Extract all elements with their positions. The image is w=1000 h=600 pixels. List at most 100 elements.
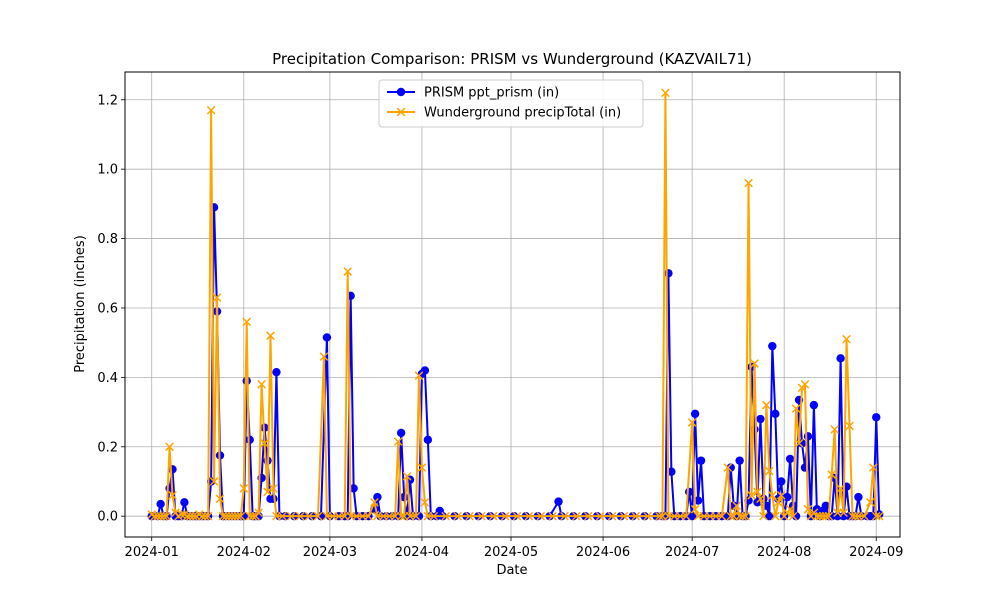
data-point bbox=[206, 105, 216, 115]
data-point bbox=[286, 511, 296, 521]
data-point bbox=[794, 438, 804, 448]
data-point bbox=[500, 511, 510, 521]
data-point bbox=[396, 428, 406, 438]
data-point bbox=[717, 511, 727, 521]
legend-marker bbox=[396, 107, 406, 117]
data-point bbox=[373, 492, 382, 502]
data-point bbox=[868, 463, 878, 472]
data-point bbox=[343, 267, 353, 276]
data-point bbox=[554, 497, 563, 506]
legend-entry-label: Wunderground precipTotal (in) bbox=[424, 106, 621, 121]
data-point bbox=[236, 511, 246, 521]
data-point bbox=[756, 414, 765, 424]
data-point bbox=[732, 501, 742, 511]
data-point bbox=[854, 492, 863, 502]
chart-title: Precipitation Comparison: PRISM vs Wunde… bbox=[272, 50, 752, 68]
data-point bbox=[396, 511, 406, 521]
data-point bbox=[655, 511, 664, 521]
data-point bbox=[830, 425, 840, 434]
data-point bbox=[871, 511, 881, 521]
data-point bbox=[767, 491, 777, 500]
data-point bbox=[664, 269, 673, 278]
data-point bbox=[643, 511, 652, 521]
data-point bbox=[548, 511, 557, 521]
x-tick-label: 2024-03 bbox=[303, 545, 357, 560]
grid bbox=[125, 72, 900, 537]
data-point bbox=[765, 466, 774, 476]
data-point bbox=[524, 511, 534, 521]
data-point bbox=[836, 354, 845, 363]
data-point bbox=[370, 497, 379, 507]
data-point bbox=[319, 352, 329, 361]
data-point bbox=[696, 456, 706, 465]
data-point bbox=[788, 511, 798, 521]
data-point bbox=[687, 418, 697, 427]
data-point bbox=[770, 511, 780, 521]
data-point bbox=[429, 511, 439, 521]
data-point bbox=[773, 497, 783, 507]
data-point bbox=[364, 511, 373, 521]
data-point bbox=[254, 508, 263, 518]
data-point bbox=[842, 334, 851, 344]
x-tick-label: 2024-01 bbox=[125, 545, 179, 560]
data-point bbox=[785, 454, 795, 464]
data-point bbox=[803, 432, 813, 441]
data-point bbox=[272, 367, 281, 377]
data-point bbox=[777, 477, 786, 486]
data-point bbox=[488, 511, 498, 521]
data-point bbox=[756, 494, 765, 504]
data-point bbox=[768, 341, 777, 351]
y-tick-label: 1.2 bbox=[97, 93, 118, 108]
data-point bbox=[188, 511, 198, 521]
data-point bbox=[821, 511, 831, 521]
data-point bbox=[165, 442, 174, 452]
data-point bbox=[572, 511, 581, 521]
data-point bbox=[177, 510, 186, 519]
data-point bbox=[411, 511, 421, 521]
data-point bbox=[245, 435, 254, 445]
data-point bbox=[684, 487, 694, 497]
y-tick-label: 0.4 bbox=[97, 371, 118, 386]
plot-area-frame bbox=[124, 71, 901, 538]
data-point bbox=[800, 379, 810, 389]
data-point bbox=[836, 484, 845, 493]
x-tick-label: 2024-09 bbox=[849, 545, 903, 560]
data-point bbox=[313, 511, 323, 521]
y-tick-label: 1.0 bbox=[97, 163, 118, 178]
data-point bbox=[693, 496, 703, 505]
axis-ticks: 2024-01 2024-02 2024-03 2024-04 2024-05 2024-… bbox=[97, 93, 903, 560]
data-point bbox=[667, 467, 676, 476]
x-tick-label: 2024-05 bbox=[484, 545, 538, 560]
y-tick-label: 0.6 bbox=[97, 301, 118, 316]
data-point bbox=[162, 511, 171, 521]
data-point bbox=[723, 463, 733, 472]
data-point bbox=[304, 511, 314, 521]
x-axis-label: Date bbox=[496, 563, 527, 578]
x-tick-label: 2024-04 bbox=[395, 545, 449, 560]
data-point bbox=[762, 400, 771, 410]
data-point bbox=[156, 499, 165, 509]
data-point bbox=[759, 511, 768, 521]
data-point bbox=[393, 437, 403, 446]
data-point bbox=[233, 511, 243, 521]
data-point bbox=[726, 511, 736, 521]
data-point bbox=[771, 409, 780, 419]
x-tick-label: 2024-02 bbox=[217, 545, 271, 560]
data-point bbox=[765, 511, 774, 521]
y-axis-label: Precipitation (inches) bbox=[73, 235, 88, 373]
data-point bbox=[661, 88, 670, 98]
data-point bbox=[322, 333, 332, 342]
data-point bbox=[476, 511, 486, 521]
data-point bbox=[423, 435, 433, 445]
data-point bbox=[750, 359, 759, 368]
data-point bbox=[203, 511, 213, 521]
data-point bbox=[690, 504, 700, 514]
data-point bbox=[791, 404, 801, 413]
data-point bbox=[420, 497, 430, 507]
data-point bbox=[687, 511, 697, 521]
data-point bbox=[266, 331, 275, 341]
data-point bbox=[744, 178, 753, 188]
data-point bbox=[180, 498, 189, 507]
data-point bbox=[824, 511, 834, 521]
